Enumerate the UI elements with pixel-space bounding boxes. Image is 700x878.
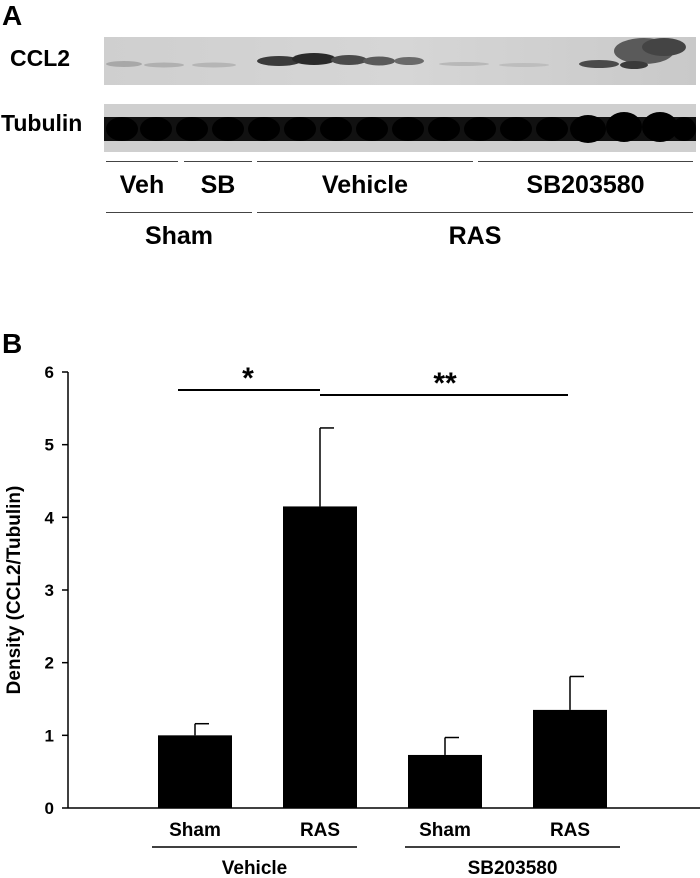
lane-bracket-sb bbox=[184, 161, 252, 162]
y-tick-label: 2 bbox=[45, 654, 54, 673]
x-group-label: SB203580 bbox=[468, 858, 558, 878]
bar bbox=[158, 735, 232, 808]
lane-group-vehicle: Vehicle bbox=[321, 171, 409, 199]
y-tick-label: 4 bbox=[45, 508, 55, 527]
density-bar-chart: 0 1 2 3 4 5 6 Density (CCL2/Tubulin) Sham RAS Sham… bbox=[4, 362, 700, 878]
condition-bracket-sham bbox=[106, 212, 252, 213]
condition-bracket-ras bbox=[257, 212, 693, 213]
ccl2-row-label: CCL2 bbox=[10, 45, 71, 71]
y-tick-label: 3 bbox=[45, 581, 54, 600]
ccl2-band bbox=[579, 60, 619, 68]
y-axis-label: Density (CCL2/Tubulin) bbox=[4, 486, 25, 695]
condition-group-ras: RAS bbox=[448, 222, 502, 250]
ccl2-band bbox=[394, 57, 424, 65]
ccl2-band bbox=[292, 53, 336, 65]
ccl2-band bbox=[331, 55, 367, 65]
ccl2-band bbox=[620, 61, 648, 69]
lane-bracket-veh bbox=[106, 161, 178, 162]
lane-group-veh: Veh bbox=[119, 171, 165, 199]
bar bbox=[533, 709, 607, 808]
x-category-label: RAS bbox=[550, 820, 590, 841]
tubulin-row-label: Tubulin bbox=[1, 110, 83, 136]
panel-a-label: A bbox=[2, 0, 23, 31]
bar bbox=[408, 754, 482, 808]
x-category-label: Sham bbox=[169, 820, 221, 841]
western-blot-image bbox=[104, 37, 696, 152]
y-tick-label: 6 bbox=[45, 363, 54, 382]
lane-bracket-vehicle bbox=[257, 161, 473, 162]
bar bbox=[283, 506, 357, 808]
lane-group-sb: SB bbox=[200, 171, 236, 199]
lane-bracket-sb203580 bbox=[478, 161, 693, 162]
y-tick-label: 0 bbox=[45, 799, 54, 818]
x-group-label: Vehicle bbox=[222, 858, 288, 878]
ccl2-band bbox=[257, 56, 301, 66]
x-category-label: RAS bbox=[300, 820, 340, 841]
x-category-label: Sham bbox=[419, 820, 471, 841]
significance-label: * bbox=[242, 362, 254, 395]
panel-b-label: B bbox=[2, 328, 23, 359]
y-tick-label: 1 bbox=[45, 726, 54, 745]
y-tick-label: 5 bbox=[45, 436, 54, 455]
significance-label: ** bbox=[433, 367, 457, 400]
ccl2-band bbox=[363, 56, 395, 66]
lane-group-sb203580: SB203580 bbox=[526, 171, 645, 199]
condition-group-sham: Sham bbox=[144, 222, 214, 250]
